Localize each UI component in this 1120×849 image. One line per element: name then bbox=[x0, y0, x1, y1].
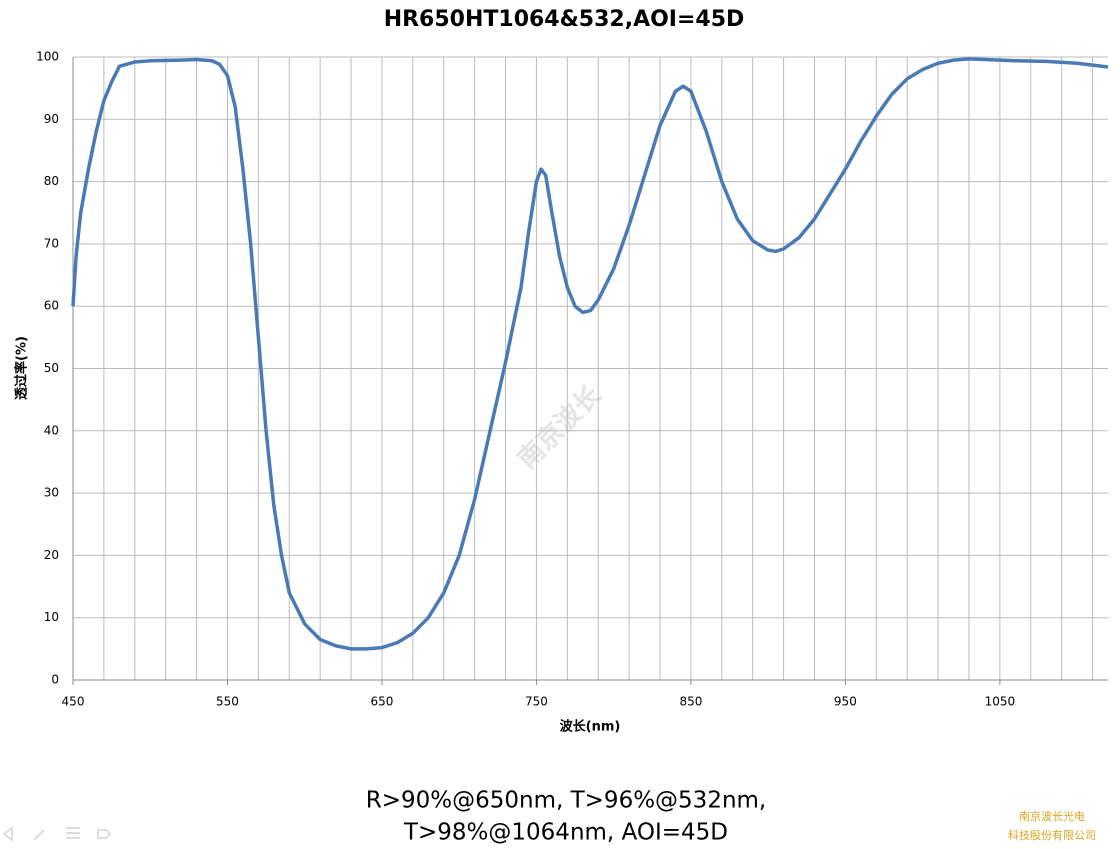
caption-line: T>98%@1064nm, AOI=45D bbox=[403, 820, 728, 846]
y-tick-label: 20 bbox=[44, 548, 59, 562]
watermark: 南京波长 bbox=[512, 379, 608, 475]
y-tick-label: 80 bbox=[44, 174, 59, 188]
caption-line: R>90%@650nm, T>96%@532nm, bbox=[366, 788, 767, 814]
y-tick-label: 60 bbox=[44, 299, 59, 313]
x-tick-label: 650 bbox=[371, 695, 394, 709]
toolbar-icons bbox=[2, 826, 112, 842]
icon bbox=[2, 826, 13, 842]
y-tick-label: 50 bbox=[44, 361, 59, 375]
company-name: 科技股份有限公司 bbox=[1008, 828, 1096, 842]
x-tick-label: 1050 bbox=[985, 695, 1016, 709]
y-tick-label: 70 bbox=[44, 236, 59, 250]
y-tick-label: 40 bbox=[44, 423, 59, 437]
x-axis-label: 波长(nm) bbox=[560, 719, 621, 735]
icon bbox=[33, 829, 45, 841]
x-tick-label: 950 bbox=[834, 695, 857, 709]
x-tick-label: 550 bbox=[216, 695, 239, 709]
data-line bbox=[71, 57, 1109, 651]
y-axis-label: 透过率(%) bbox=[14, 336, 30, 400]
icon bbox=[97, 829, 112, 839]
company-name: 南京波长光电 bbox=[1019, 809, 1085, 823]
y-tick-label: 10 bbox=[44, 610, 59, 624]
x-tick-label: 450 bbox=[62, 695, 85, 709]
chart-title: HR650HT1064&532,AOI=45D bbox=[384, 7, 745, 32]
y-tick-label: 90 bbox=[44, 112, 59, 126]
x-tick-label: 850 bbox=[679, 695, 702, 709]
y-tick-label: 30 bbox=[44, 486, 59, 500]
icon bbox=[66, 827, 80, 839]
y-tick-label: 0 bbox=[51, 673, 59, 687]
x-tick-label: 750 bbox=[525, 695, 548, 709]
y-tick-label: 100 bbox=[36, 50, 59, 64]
